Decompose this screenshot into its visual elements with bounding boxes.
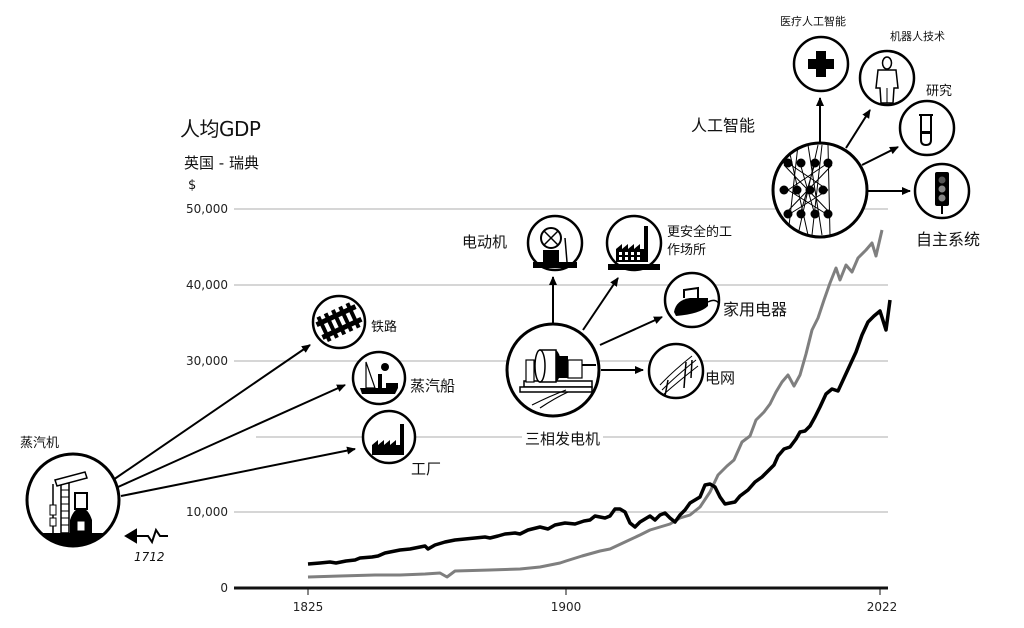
x-tick-1825: 1825 xyxy=(292,600,324,614)
medical-cross-icon xyxy=(792,35,850,93)
chart-subtitle: 英国 - 瑞典 xyxy=(184,154,259,172)
label-autonomous-systems: 自主系统 xyxy=(916,230,981,249)
label-safer-workplace-2: 作场所 xyxy=(667,243,707,258)
robot-icon xyxy=(858,49,916,107)
label-railway: 铁路 xyxy=(371,320,398,335)
factory-icon xyxy=(361,409,417,465)
year-1712-arrow-icon xyxy=(124,527,168,545)
railway-icon xyxy=(311,294,367,350)
ai-arrows xyxy=(816,97,911,195)
label-steam-engine: 蒸汽机 xyxy=(20,436,60,451)
y-axis-unit: $ xyxy=(188,178,197,193)
power-grid-icon xyxy=(647,342,705,400)
traffic-light-icon xyxy=(913,162,971,220)
label-year-1712: 1712 xyxy=(134,550,165,564)
x-axis xyxy=(234,586,888,595)
series-uk xyxy=(307,299,892,566)
chart-title: 人均GDP xyxy=(180,117,261,141)
neural-network-icon xyxy=(771,141,869,239)
label-generator: 三相发电机 xyxy=(522,428,604,449)
steamship-icon xyxy=(351,350,407,406)
test-tube-icon xyxy=(898,99,956,157)
x-tick-1900: 1900 xyxy=(550,600,582,614)
generator-icon xyxy=(505,322,601,418)
label-power-grid: 电网 xyxy=(705,369,736,387)
series-sweden xyxy=(307,229,884,579)
y-tick-40000: 40,000 xyxy=(186,278,228,292)
safer-workplace-icon xyxy=(605,214,663,272)
y-tick-10000: 10,000 xyxy=(186,505,228,519)
y-tick-0: 0 xyxy=(220,581,228,595)
label-research: 研究 xyxy=(926,84,953,99)
home-appliances-icon xyxy=(663,271,721,329)
label-electric-motor: 电动机 xyxy=(462,233,508,251)
steam-engine-arrows xyxy=(112,344,356,497)
x-tick-2022: 2022 xyxy=(866,600,898,614)
label-ai: 人工智能 xyxy=(691,116,756,135)
label-factory: 工厂 xyxy=(411,460,442,478)
y-tick-30000: 30,000 xyxy=(186,354,228,368)
label-safer-workplace-1: 更安全的工 xyxy=(667,225,733,240)
y-tick-50000: 50,000 xyxy=(186,202,228,216)
label-robotics: 机器人技术 xyxy=(890,30,945,43)
electric-motor-icon xyxy=(526,214,584,272)
generator-arrows xyxy=(549,276,663,374)
label-steamship: 蒸汽船 xyxy=(410,377,456,395)
label-medical-ai: 医疗人工智能 xyxy=(780,15,846,28)
label-home-appliances: 家用电器 xyxy=(723,300,788,319)
steam-engine-icon xyxy=(25,452,121,548)
